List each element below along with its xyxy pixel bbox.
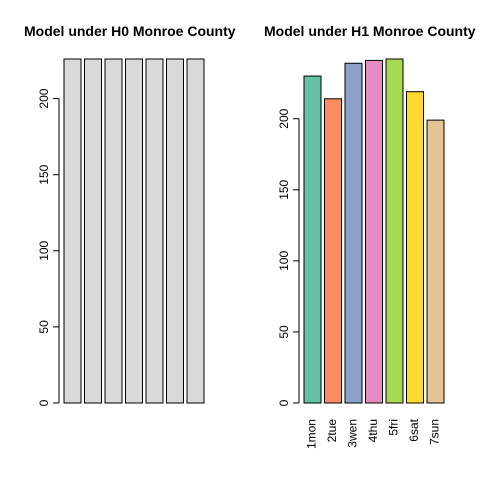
- h0-y-tick-label: 100: [37, 240, 51, 260]
- h0-bar: [84, 58, 102, 404]
- h1-bar: [303, 75, 322, 404]
- h0-y-tick-label: 200: [37, 88, 51, 108]
- h1-bar: [406, 91, 424, 404]
- h1-y-tick-label: 150: [277, 179, 291, 199]
- h1-y-tick-label: 0: [277, 399, 291, 406]
- h1-y-tick-label: 200: [277, 108, 291, 128]
- h1-y-axis-ticks: 0 50 100 150 200: [277, 108, 299, 406]
- h0-bar: [125, 58, 143, 404]
- h1-x-tick-label: 5fri: [387, 419, 401, 436]
- h1-x-tick-label: 3wen: [346, 419, 360, 448]
- h0-bar: [145, 58, 164, 404]
- h0-y-axis-ticks: 0 50 100 150 200: [37, 88, 59, 406]
- h1-bar: [324, 98, 342, 404]
- h1-x-tick-label: 7sun: [428, 419, 442, 445]
- h1-bars: [303, 58, 445, 404]
- h0-bars: [63, 58, 205, 404]
- h0-bar: [63, 58, 82, 404]
- h1-x-tick-label: 1mon: [305, 419, 319, 449]
- h1-x-tick-label: 4thu: [366, 419, 380, 442]
- h1-bar: [365, 59, 383, 404]
- h0-y-tick-label: 150: [37, 164, 51, 184]
- h1-y-tick-label: 100: [277, 251, 291, 271]
- h1-bar: [426, 119, 445, 404]
- h1-y-tick-label: 50: [277, 325, 291, 339]
- h1-x-tick-label: 2tue: [325, 419, 339, 443]
- h0-bar: [186, 58, 205, 404]
- h0-bar: [104, 58, 123, 404]
- h1-chart-title: Model under H1 Monroe County: [264, 23, 476, 39]
- h1-x-tick-label: 6sat: [407, 418, 421, 441]
- h1-chart-panel: Model under H1 Monroe County 0 50 100 150 20…: [264, 23, 476, 449]
- h0-chart-title: Model under H0 Monroe County: [24, 23, 236, 39]
- h0-y-tick-label: 50: [37, 320, 51, 334]
- h1-x-tick-labels: 1mon 2tue 3wen 4thu 5fri 6sat 7sun: [305, 418, 442, 449]
- h0-y-tick-label: 0: [37, 399, 51, 406]
- h1-bar: [385, 58, 404, 404]
- h1-bar: [344, 62, 363, 404]
- h0-bar: [166, 58, 184, 404]
- h0-chart-panel: Model under H0 Monroe County 0 50 100 150 20…: [24, 23, 236, 406]
